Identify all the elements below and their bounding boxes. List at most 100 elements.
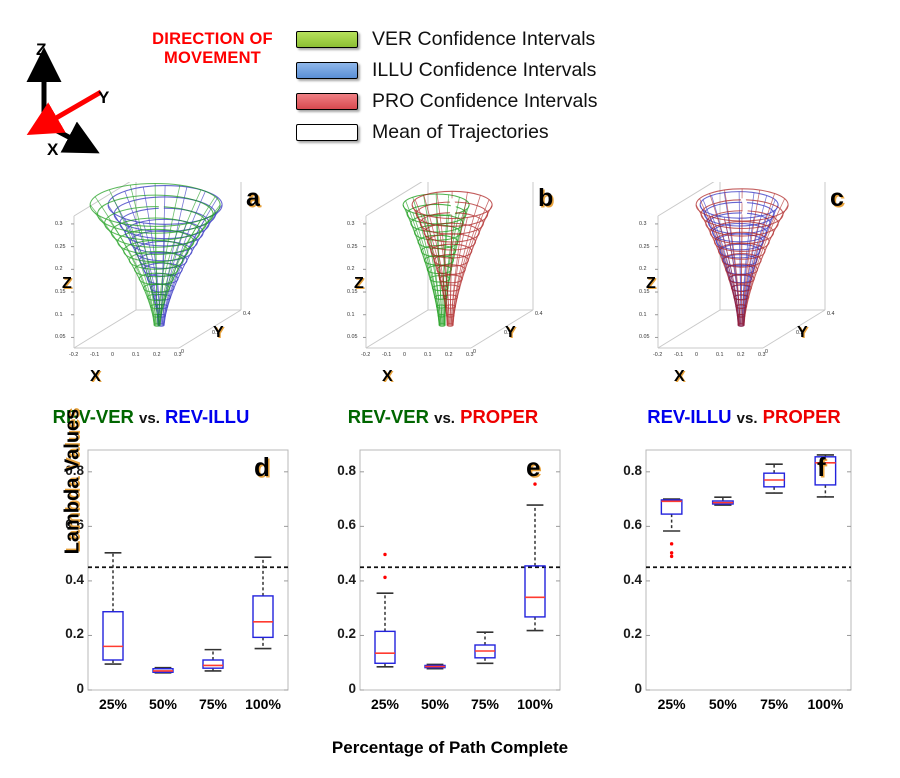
z-tick-label: 0.1: [55, 311, 63, 318]
direction-line-2: MOVEMENT: [164, 49, 261, 67]
y-tick-label: 0: [765, 349, 768, 355]
legend-label: ILLU Confidence Intervals: [372, 59, 597, 81]
x-tick-label: 0.3: [174, 352, 182, 358]
y-axis-title: Lambda Values: [61, 408, 84, 555]
legend-item: VER Confidence Intervals: [296, 24, 597, 55]
y-tick-label: 0: [76, 681, 84, 696]
x-tick-label: 50%: [708, 696, 737, 712]
z-tick-label: 0.15: [347, 289, 358, 296]
x-tick-label: 0.1: [716, 352, 724, 358]
z-tick-label: 0.25: [55, 243, 66, 250]
z-tick-label: 0.2: [55, 266, 63, 273]
boxplot-panel-f: 0 0.2 0.4 0.6 0.8 25% 50% 75% 100% f: [598, 446, 898, 712]
z-tick-label: 0.25: [639, 243, 650, 250]
legend-item: PRO Confidence Intervals: [296, 86, 597, 117]
boxplot-panel-d: 0 0.2 0.4 0.6 0.8 25% 50% 75% 100% d: [0, 446, 300, 712]
white-swatch-icon: [296, 124, 358, 141]
box-50%: [711, 496, 734, 506]
z-tick-label: 0.05: [55, 334, 66, 341]
y-tick-label: 0.2: [504, 330, 512, 336]
y-tick-label: 0.4: [65, 571, 84, 587]
blue-swatch-icon: [296, 62, 358, 79]
x-tick-label: 0: [403, 352, 406, 358]
x-tick-label: 0.2: [737, 352, 745, 358]
panel-letter-d: d: [254, 452, 270, 482]
x-tick-label: -0.2: [653, 352, 663, 358]
boxplot-svg: [359, 449, 561, 691]
box-75%: [763, 463, 786, 494]
y-tick-label: 0.4: [535, 311, 543, 317]
comparison-left: REV-VER: [52, 406, 134, 427]
boxplot-svg: [87, 449, 289, 691]
y-tick-label: 0.6: [623, 517, 642, 533]
panel-3d-b: 0.3 0.25 0.2 0.15 0.1 0.05 -0.2 -0.1 0 0.1 0.2 0.3 0…: [300, 177, 600, 400]
box-50%: [152, 666, 174, 674]
y-tick-label: 0: [473, 349, 476, 355]
axis-title-z: Z: [62, 275, 72, 292]
x-axis-title: Percentage of Path Complete: [331, 738, 569, 757]
x-tick-label: 75%: [470, 696, 500, 712]
x-tick-label: 0.1: [424, 352, 432, 358]
x-tick-label: 0: [695, 352, 698, 358]
red-swatch-icon: [296, 93, 358, 110]
x-tick-label: 25%: [657, 696, 686, 712]
comparison-vs: vs.: [736, 410, 758, 427]
axis-label-y: Y: [98, 88, 110, 107]
axis-title-x: X: [90, 368, 101, 385]
y-tick-label: 0.2: [623, 626, 642, 642]
legend-item: ILLU Confidence Intervals: [296, 55, 597, 86]
panel-3d-c: 0.3 0.25 0.2 0.15 0.1 0.05 -0.2 -0.1 0 0.1 0.2 0.3 0…: [592, 177, 892, 400]
y-tick-label: 0.4: [623, 571, 642, 587]
x-tick-label: 0.1: [132, 352, 140, 358]
axis-title-y: Y: [213, 324, 224, 341]
axis-title-z: Z: [646, 275, 656, 292]
comparison-title-2: REV-VER vs. PROPER: [298, 406, 588, 432]
x-tick-label: -0.1: [674, 352, 684, 358]
axis-label-z: Z: [36, 40, 47, 59]
direction-line-1: DIRECTION OF: [152, 30, 273, 48]
legend-item: Mean of Trajectories: [296, 117, 597, 148]
plot-3d-surface: [71, 177, 242, 349]
y-tick-label: 0.2: [212, 330, 220, 336]
box-25%: [660, 498, 683, 559]
plot-3d-surface: [655, 177, 826, 349]
axis-title-z: Z: [354, 275, 364, 292]
x-tick-label: 100%: [517, 696, 553, 712]
boxplot-panel-e: 0 0.2 0.4 0.6 0.8 25% 50% 75% 100% e: [300, 446, 600, 712]
z-tick-label: 0.05: [639, 334, 650, 341]
x-tick-label: 0.2: [445, 352, 453, 358]
axis-title-y: Y: [797, 324, 808, 341]
y-tick-label: 0.8: [65, 462, 84, 478]
axes-arrows-icon: [26, 47, 103, 154]
y-tick-label: 0: [634, 681, 642, 696]
legend-label: Mean of Trajectories: [372, 121, 549, 143]
green-swatch-icon: [296, 31, 358, 48]
x-tick-label: 50%: [420, 696, 450, 712]
box-75%: [202, 648, 224, 672]
legend-label: VER Confidence Intervals: [372, 28, 596, 50]
box-75%: [474, 631, 496, 665]
y-tick-label: 0: [348, 681, 356, 696]
comparison-left: REV-ILLU: [647, 406, 732, 427]
legend-label: PRO Confidence Intervals: [372, 90, 598, 112]
x-tick-label: -0.1: [90, 352, 100, 358]
z-tick-label: 0.05: [347, 334, 358, 341]
boxplot-svg: [645, 449, 852, 691]
coordinate-axes-key: Z X Y: [14, 22, 134, 172]
comparison-left: REV-VER: [347, 406, 429, 427]
comparison-title-3: REV-ILLU vs. PROPER: [594, 406, 894, 432]
y-tick-label: 0.8: [337, 462, 356, 478]
z-tick-label: 0.1: [347, 311, 355, 318]
box-50%: [424, 663, 446, 670]
y-tick-label: 0.4: [337, 571, 356, 587]
x-tick-label: 25%: [370, 696, 400, 712]
comparison-right: PROPER: [762, 406, 841, 427]
x-tick-label: 0.3: [466, 352, 474, 358]
y-tick-label: 0.6: [337, 517, 356, 533]
axis-title-x: X: [382, 368, 393, 385]
x-tick-label: 50%: [148, 696, 178, 712]
z-tick-label: 0.25: [347, 243, 358, 250]
x-tick-label: -0.2: [361, 352, 371, 358]
z-tick-label: 0.2: [639, 266, 647, 273]
figure-header: Z X Y DIRECTION OF MOVEMENT VER Confiden…: [0, 0, 900, 180]
